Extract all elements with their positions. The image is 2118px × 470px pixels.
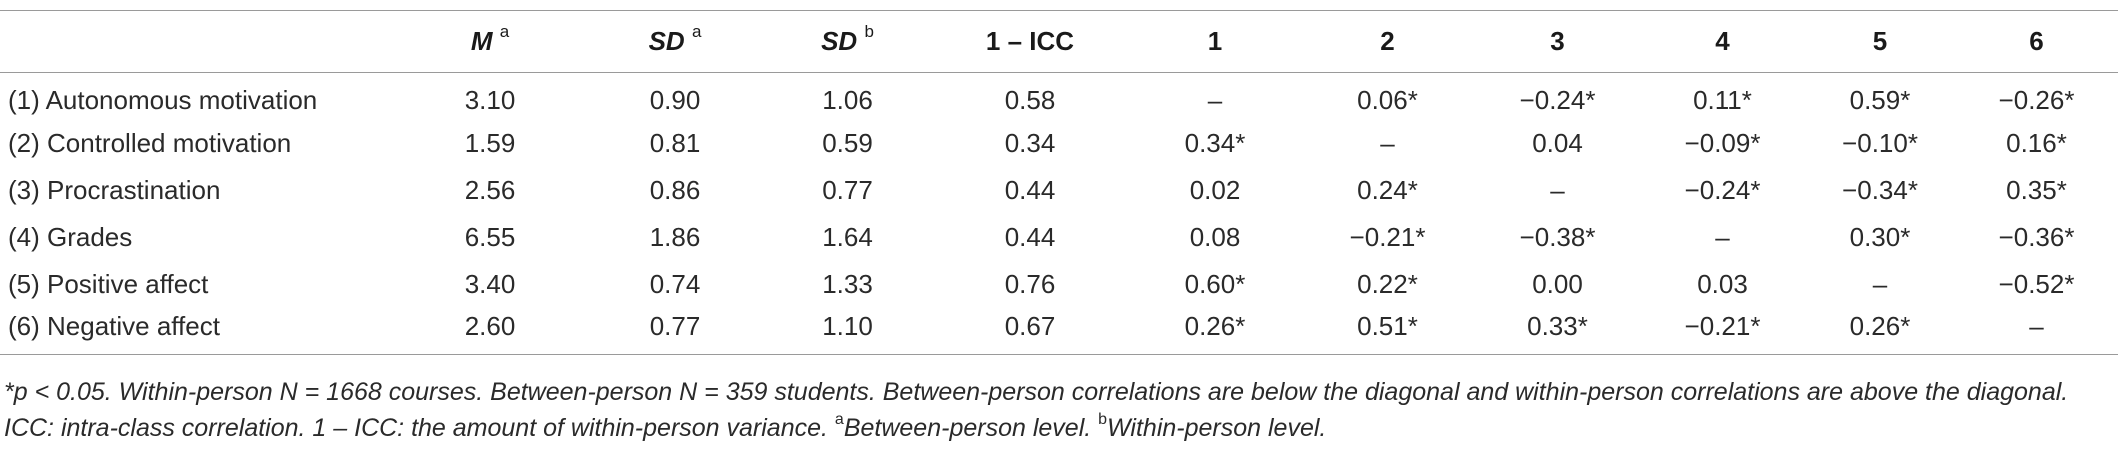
- table-cell: 6.55: [464, 221, 516, 252]
- row-label: (5) Positive affect: [8, 268, 209, 299]
- table-cell: –: [1207, 84, 1223, 115]
- table-header: M a SD a SD b 1 – ICC 1 2 3 4 5 6: [0, 10, 2118, 73]
- row-label: (1) Autonomous motivation: [8, 84, 318, 115]
- table-cell: −0.21*: [1684, 311, 1761, 342]
- header-row: M a SD a SD b 1 – ICC 1 2 3 4 5 6: [0, 10, 2118, 73]
- table-cell: 0.02: [1189, 174, 1241, 205]
- table-cell: 3.10: [464, 84, 516, 115]
- row-label: (6) Negative affect: [8, 311, 220, 342]
- footnote-a: Between-person level.: [843, 414, 1099, 442]
- table-cell: 0.90: [649, 84, 701, 115]
- table-cell: −0.24*: [1684, 174, 1761, 205]
- table-cell: 0.59: [822, 127, 873, 158]
- correlation-table: M a SD a SD b 1 – ICC 1 2 3 4 5 6 (1) Au…: [0, 10, 2118, 355]
- header-sd-between: SD a: [648, 22, 702, 56]
- table-cell: 1.33: [822, 268, 873, 299]
- table-cell: 3.40: [464, 268, 516, 299]
- header-mean: M a: [470, 22, 510, 56]
- table-cell: 0.77: [649, 311, 701, 342]
- table-cell: 0.44: [1004, 221, 1056, 252]
- table-cell: −0.21*: [1349, 221, 1426, 252]
- header-sd-within: SD b: [821, 22, 874, 56]
- table-cell: 1.06: [822, 84, 873, 115]
- header-var-3: 3: [1550, 26, 1565, 56]
- table-cell: 0.26*: [1849, 311, 1911, 342]
- header-var-1: 1: [1207, 26, 1223, 56]
- table-cell: 1.86: [649, 221, 701, 252]
- table-row: (5) Positive affect 3.40 0.74 1.33 0.76 …: [0, 261, 2118, 308]
- table-cell: 0.22*: [1357, 268, 1418, 299]
- table-cell: −0.10*: [1842, 127, 1918, 158]
- table-cell: 0.51*: [1357, 311, 1418, 342]
- table-cell: −0.24*: [1519, 84, 1596, 115]
- table-cell: 0.77: [822, 174, 873, 205]
- table-cell: 0.04: [1532, 127, 1583, 158]
- table-footnote: *p < 0.05. Within-person N = 1668 course…: [4, 374, 2116, 446]
- table-cell: −0.36*: [1998, 221, 2075, 252]
- row-label: (4) Grades: [8, 221, 133, 252]
- row-label: (2) Controlled motivation: [8, 127, 292, 158]
- table-cell: 0.59*: [1849, 84, 1911, 115]
- table-cell: 2.56: [464, 174, 516, 205]
- table-body: (1) Autonomous motivation 3.10 0.90 1.06…: [0, 73, 2118, 355]
- table-cell: 0.58: [1004, 84, 1056, 115]
- table-cell: 1.59: [464, 127, 516, 158]
- table-cell: −0.09*: [1684, 127, 1761, 158]
- table-cell: −0.26*: [1998, 84, 2075, 115]
- table-cell: 0.60*: [1184, 268, 1246, 299]
- table-cell: –: [1872, 268, 1888, 299]
- table-cell: 0.33*: [1527, 311, 1588, 342]
- table-cell: 0.08: [1189, 221, 1241, 252]
- table-cell: 1.64: [822, 221, 873, 252]
- table-cell: 0.11*: [1693, 84, 1752, 115]
- table-cell: 0.34: [1004, 127, 1056, 158]
- table-cell: 0.74: [649, 268, 701, 299]
- header-blank: [0, 11, 395, 73]
- table-row: (1) Autonomous motivation 3.10 0.90 1.06…: [0, 73, 2118, 120]
- table-cell: 2.60: [464, 311, 516, 342]
- table-cell: –: [1380, 127, 1395, 158]
- table-row: (3) Procrastination 2.56 0.86 0.77 0.44 …: [0, 167, 2118, 214]
- table-cell: 0.26*: [1184, 311, 1246, 342]
- header-var-5: 5: [1872, 26, 1888, 56]
- table-cell: 0.06*: [1357, 84, 1418, 115]
- row-label: (3) Procrastination: [8, 174, 221, 205]
- footnote-marker-a: a: [834, 410, 844, 428]
- header-var-6: 6: [2029, 26, 2044, 56]
- table-cell: –: [2029, 311, 2044, 342]
- table-cell: 0.67: [1004, 311, 1056, 342]
- table-cell: 0.24*: [1357, 174, 1418, 205]
- table-cell: 0.34*: [1184, 127, 1246, 158]
- footnote-marker-b: b: [1098, 410, 1108, 428]
- table-row: (4) Grades 6.55 1.86 1.64 0.44 0.08 −0.2…: [0, 214, 2118, 261]
- footnote-main: *p < 0.05. Within-person N = 1668 course…: [4, 378, 2069, 442]
- table-cell: 0.86: [649, 174, 701, 205]
- table-cell: 0.30*: [1849, 221, 1911, 252]
- header-icc: 1 – ICC: [985, 26, 1075, 56]
- footnote-b: Within-person level.: [1107, 414, 1327, 442]
- table-cell: 0.03: [1697, 268, 1748, 299]
- table-row: (6) Negative affect 2.60 0.77 1.10 0.67 …: [0, 308, 2118, 355]
- table-row: (2) Controlled motivation 1.59 0.81 0.59…: [0, 120, 2118, 167]
- header-var-4: 4: [1715, 26, 1730, 56]
- table-cell: 0.76: [1004, 268, 1056, 299]
- table-cell: –: [1715, 221, 1730, 252]
- table-cell: −0.38*: [1519, 221, 1596, 252]
- table-cell: 0.35*: [2006, 174, 2067, 205]
- table-cell: −0.34*: [1842, 174, 1918, 205]
- table-cell: −0.52*: [1998, 268, 2075, 299]
- header-var-2: 2: [1380, 26, 1395, 56]
- table-cell: 0.44: [1004, 174, 1056, 205]
- table-cell: –: [1550, 174, 1565, 205]
- table-cell: 0.81: [649, 127, 701, 158]
- table-cell: 0.16*: [2006, 127, 2067, 158]
- table-cell: 0.00: [1532, 268, 1583, 299]
- table-cell: 1.10: [822, 311, 873, 342]
